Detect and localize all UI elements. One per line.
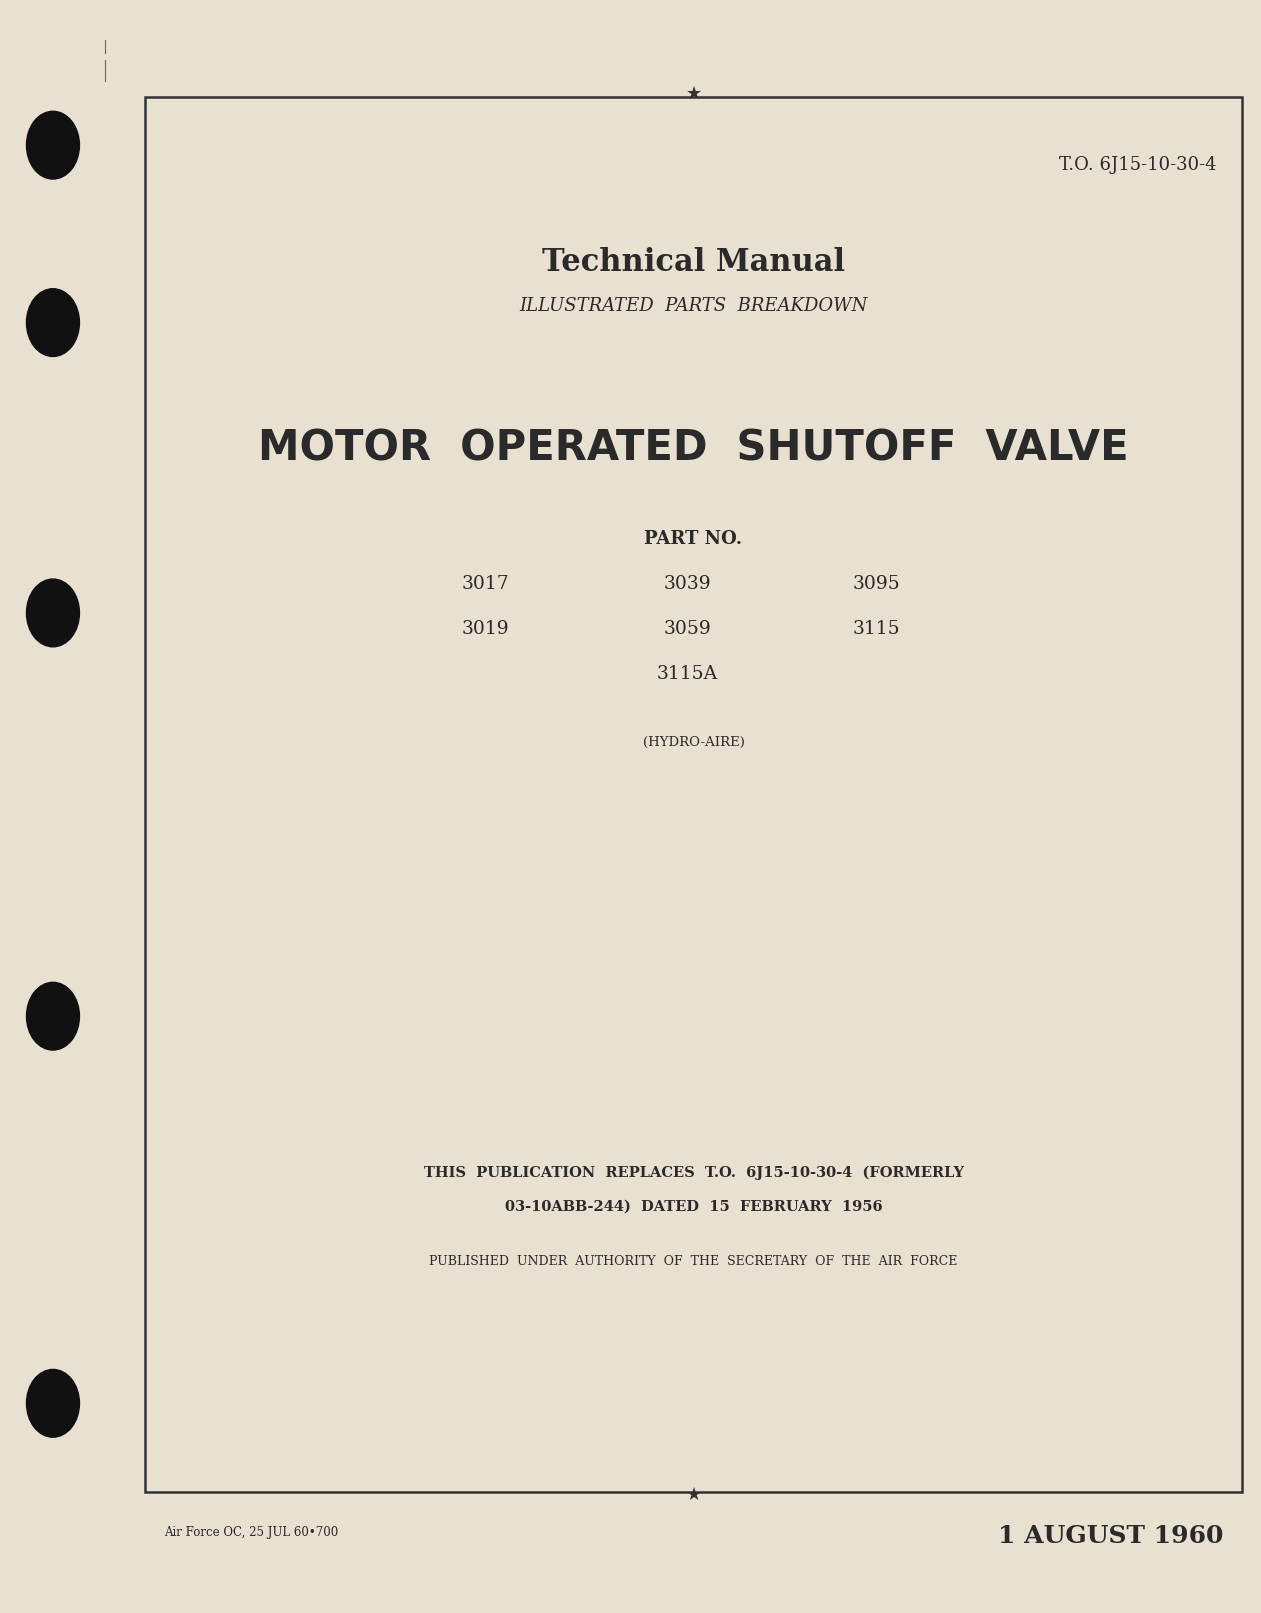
Text: 3019: 3019 [462,619,509,639]
Text: 3059: 3059 [663,619,711,639]
Text: MOTOR  OPERATED  SHUTOFF  VALVE: MOTOR OPERATED SHUTOFF VALVE [259,427,1129,469]
Text: T.O. 6J15-10-30-4: T.O. 6J15-10-30-4 [1059,155,1217,174]
Circle shape [26,982,79,1050]
Text: 3095: 3095 [852,574,900,594]
Text: Technical Manual: Technical Manual [542,247,845,279]
Text: ★: ★ [686,85,701,103]
Text: Air Force OC, 25 JUL 60•700: Air Force OC, 25 JUL 60•700 [164,1526,338,1539]
Text: THIS  PUBLICATION  REPLACES  T.O.  6J15-10-30-4  (FORMERLY: THIS PUBLICATION REPLACES T.O. 6J15-10-3… [424,1166,963,1179]
Circle shape [26,579,79,647]
Text: PUBLISHED  UNDER  AUTHORITY  OF  THE  SECRETARY  OF  THE  AIR  FORCE: PUBLISHED UNDER AUTHORITY OF THE SECRETA… [429,1255,958,1268]
Text: 3115A: 3115A [657,665,718,684]
Text: PART NO.: PART NO. [644,529,743,548]
Circle shape [26,289,79,356]
Text: 03-10ABB-244)  DATED  15  FEBRUARY  1956: 03-10ABB-244) DATED 15 FEBRUARY 1956 [504,1200,883,1213]
Text: 3017: 3017 [462,574,509,594]
Circle shape [26,111,79,179]
Bar [145,97,1242,1492]
Text: (HYDRO-AIRE): (HYDRO-AIRE) [643,736,744,748]
Circle shape [26,1369,79,1437]
Text: 3115: 3115 [852,619,900,639]
Text: ILLUSTRATED  PARTS  BREAKDOWN: ILLUSTRATED PARTS BREAKDOWN [520,297,868,316]
Text: ★: ★ [686,1486,701,1503]
Text: 3039: 3039 [663,574,711,594]
Text: 1 AUGUST 1960: 1 AUGUST 1960 [997,1524,1223,1547]
